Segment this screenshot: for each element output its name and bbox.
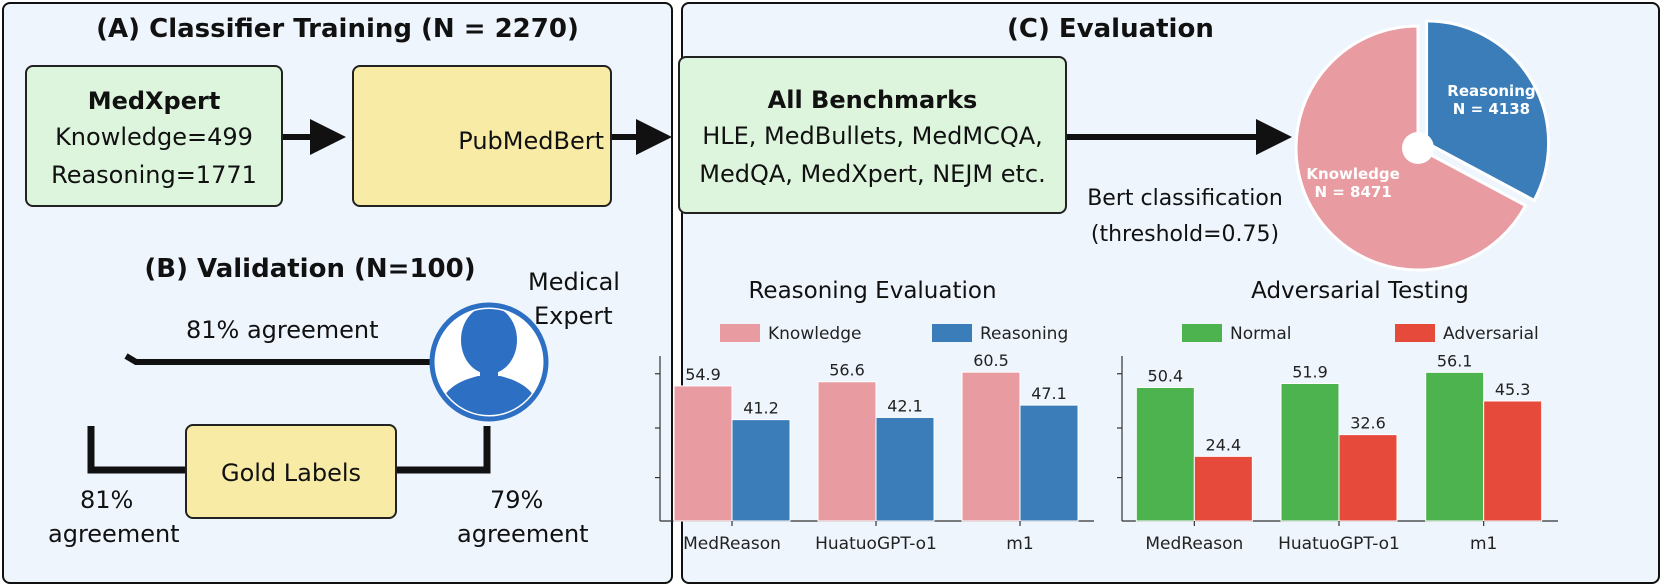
reasoning-eval-legend-swatch-reasoning <box>932 324 972 342</box>
bert-caption-line2: (threshold=0.75) <box>1090 222 1280 247</box>
pie-chart: Reasoning N = 4138 Knowledge N = 8471 <box>1294 19 1551 272</box>
pie-center-hole <box>1402 132 1434 164</box>
pie-label-reasoning: Reasoning N = 4138 <box>1447 82 1535 118</box>
benchmarks-box: All Benchmarks HLE, MedBullets, MedMCQA,… <box>678 56 1067 214</box>
medxpert-knowledge: Knowledge=499 <box>55 123 253 151</box>
reasoning-eval-value-m1-knowledge: 60.5 <box>973 351 1009 370</box>
reasoning-evaluation-chart: Knowledge Reasoning 54.9 41.2 MedReason 56.6 4… <box>655 324 1094 554</box>
adversarial-value-huatuogpt-o1-normal: 51.9 <box>1292 362 1328 381</box>
gold-labels-text: Gold Labels <box>220 459 362 487</box>
left-agreement-percent: 81% <box>80 486 134 514</box>
panel-c-title: (C) Evaluation <box>1007 14 1214 44</box>
adversarial-legend-swatch-adversarial <box>1395 324 1435 342</box>
benchmarks-title: All Benchmarks <box>767 86 978 114</box>
reasoning-eval-bar-medreason-knowledge <box>673 385 733 522</box>
medxpert-reasoning: Reasoning=1771 <box>51 161 257 189</box>
reasoning-eval-category-medreason: MedReason <box>683 534 781 554</box>
adversarial-bar-m1-adversarial <box>1483 400 1543 522</box>
top-agreement-line <box>124 353 432 365</box>
medical-label: Medical <box>528 268 620 296</box>
benchmarks-line2: MedQA, MedXpert, NEJM etc. <box>699 160 1046 188</box>
pie-label-knowledge: Knowledge N = 8471 <box>1306 165 1399 201</box>
reasoning-eval-legend-label-knowledge: Knowledge <box>768 324 861 344</box>
reasoning-eval-category-m1: m1 <box>1006 534 1033 554</box>
reasoning-eval-value-medreason-knowledge: 54.9 <box>685 365 721 384</box>
adversarial-testing-chart: Normal Adversarial 50.4 24.4 MedReason 51.9 32… <box>1117 324 1558 554</box>
reasoning-eval-bar-huatuogpt-o1-knowledge <box>817 381 877 522</box>
adversarial-legend-label-normal: Normal <box>1230 324 1292 344</box>
adversarial-bar-medreason-adversarial <box>1193 455 1253 522</box>
adversarial-value-huatuogpt-o1-adversarial: 32.6 <box>1350 414 1386 433</box>
left-agreement-word: agreement <box>48 520 180 548</box>
adversarial-category-m1: m1 <box>1470 534 1497 554</box>
reasoning-eval-category-huatuogpt-o1: HuatuoGPT-o1 <box>815 534 937 554</box>
adversarial-legend-label-adversarial: Adversarial <box>1443 324 1539 344</box>
chart1-title: Reasoning Evaluation <box>748 278 997 304</box>
reasoning-eval-legend-label-reasoning: Reasoning <box>980 324 1068 344</box>
adversarial-category-huatuogpt-o1: HuatuoGPT-o1 <box>1278 534 1400 554</box>
reasoning-eval-value-huatuogpt-o1-knowledge: 56.6 <box>829 361 865 380</box>
adversarial-bar-huatuogpt-o1-normal <box>1280 382 1340 522</box>
panel-b-title: (B) Validation (N=100) <box>144 254 476 284</box>
right-agreement-word: agreement <box>457 520 589 548</box>
adversarial-bar-medreason-normal <box>1135 386 1195 522</box>
adversarial-bar-m1-normal <box>1425 371 1485 522</box>
adversarial-value-medreason-normal: 50.4 <box>1148 366 1184 385</box>
gold-labels-box: Gold Labels <box>185 424 397 519</box>
medxpert-box: MedXpert Knowledge=499 Reasoning=1771 <box>25 65 283 207</box>
adversarial-value-m1-normal: 56.1 <box>1437 351 1473 370</box>
pubmedbert-box: PubMedBert <box>352 65 612 207</box>
right-agreement-percent: 79% <box>490 486 544 514</box>
pie-slice-reasoning <box>1425 19 1551 203</box>
adversarial-category-medreason: MedReason <box>1145 534 1243 554</box>
bert-caption-line1: Bert classification <box>1087 186 1283 211</box>
reasoning-eval-value-medreason-reasoning: 41.2 <box>743 399 779 418</box>
expert-label: Expert <box>534 302 613 330</box>
left-agreement-bracket <box>87 426 185 474</box>
adversarial-bar-huatuogpt-o1-adversarial <box>1338 434 1398 522</box>
top-agreement-label: 81% agreement <box>186 316 379 344</box>
chart2-title: Adversarial Testing <box>1251 278 1469 304</box>
reasoning-eval-bar-m1-reasoning <box>1019 404 1079 522</box>
right-agreement-bracket <box>397 426 491 474</box>
reasoning-eval-value-huatuogpt-o1-reasoning: 42.1 <box>887 396 923 415</box>
panel-a-title: (A) Classifier Training (N = 2270) <box>96 14 579 44</box>
adversarial-value-m1-adversarial: 45.3 <box>1495 380 1531 399</box>
adversarial-value-medreason-adversarial: 24.4 <box>1206 435 1242 454</box>
reasoning-eval-legend-swatch-knowledge <box>720 324 760 342</box>
reasoning-eval-bar-huatuogpt-o1-reasoning <box>875 416 935 522</box>
medical-expert-icon <box>429 302 549 422</box>
reasoning-eval-bar-m1-knowledge <box>961 371 1021 522</box>
reasoning-eval-value-m1-reasoning: 47.1 <box>1031 384 1067 403</box>
benchmarks-line1: HLE, MedBullets, MedMCQA, <box>702 122 1043 150</box>
medxpert-title: MedXpert <box>87 87 221 115</box>
pubmedbert-label: PubMedBert <box>458 127 604 155</box>
adversarial-legend-swatch-normal <box>1182 324 1222 342</box>
reasoning-eval-bar-medreason-reasoning <box>731 419 791 522</box>
